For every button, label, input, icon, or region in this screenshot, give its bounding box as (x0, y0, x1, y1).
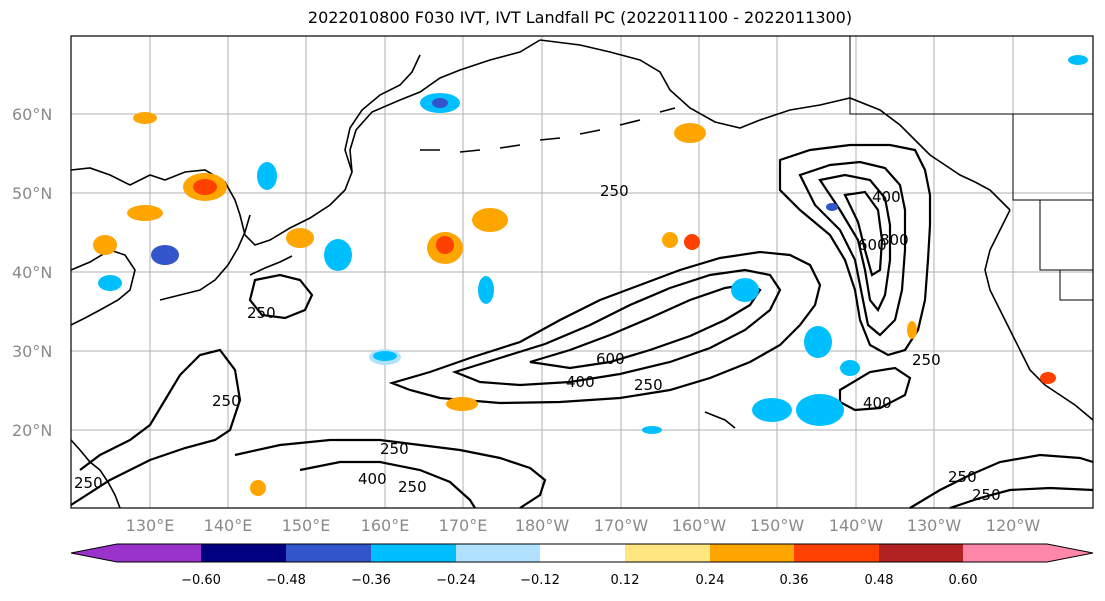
colorbar-segment (963, 544, 1093, 562)
lon-label: 130°W (907, 516, 962, 535)
lon-label: 160°W (672, 516, 727, 535)
lon-label: 170°E (439, 516, 488, 535)
lon-label: 170°W (594, 516, 649, 535)
colorbar-tick-label: −0.12 (520, 573, 560, 588)
lat-label-60n: 60°N (12, 105, 52, 124)
contour-label: 250 (247, 304, 276, 322)
colorbar-segment (456, 544, 540, 562)
borders (849, 36, 1093, 301)
lat-label-20n: 20°N (12, 421, 52, 440)
coastlines (70, 39, 1094, 509)
colorbar-outline (70, 543, 1094, 563)
contour-label: 400 (358, 470, 387, 488)
colorbar-tick-label: 0.60 (949, 573, 978, 588)
colorbar-tick-label: −0.36 (351, 573, 391, 588)
colorbar-tick-label: 0.24 (696, 573, 725, 588)
pc-shading (93, 55, 1088, 496)
lon-label: 150°E (282, 516, 331, 535)
contour-label: 400 (566, 373, 595, 391)
contour-label: 400 (863, 394, 892, 412)
lon-label: 130°E (126, 516, 175, 535)
colorbar-tick-label: −0.48 (266, 573, 306, 588)
lon-label: 140°E (204, 516, 253, 535)
contour-label: 250 (912, 351, 941, 369)
lon-label: 140°W (829, 516, 884, 535)
colorbar: −0.60 −0.48 −0.36 −0.24 −0.12 0.12 0.24 … (70, 543, 1094, 588)
map-frame (70, 35, 1094, 509)
contour-label: 600 (858, 236, 887, 254)
contour-label: 250 (74, 474, 103, 492)
colorbar-segment (794, 544, 879, 562)
colorbar-tick-label: 0.12 (611, 573, 640, 588)
colorbar-segment (201, 544, 286, 562)
colorbar-tick-label: 0.36 (780, 573, 809, 588)
lon-label: 150°W (750, 516, 805, 535)
contour-labels: 250 400 600 800 600 400 250 250 250 250 … (74, 182, 1001, 504)
colorbar-segment (71, 544, 201, 562)
contour-label: 250 (380, 440, 409, 458)
lat-label-40n: 40°N (12, 263, 52, 282)
ivt-contours (70, 143, 1094, 510)
colorbar-tick-label: 0.48 (865, 573, 894, 588)
colorbar-segment (625, 544, 710, 562)
colorbar-segment (710, 544, 794, 562)
colorbar-tick-label: −0.60 (181, 573, 221, 588)
lat-labels: 60°N 50°N 40°N 30°N 20°N (12, 105, 52, 440)
contour-label: 400 (872, 188, 901, 206)
lon-label: 180°W (515, 516, 570, 535)
lat-label-50n: 50°N (12, 184, 52, 203)
lon-labels: 130°E 140°E 150°E 160°E 170°E 180°W 170°… (126, 516, 1041, 535)
map-title: 2022010800 F030 IVT, IVT Landfall PC (20… (307, 8, 853, 27)
contour-label: 250 (634, 376, 663, 394)
lon-label: 120°W (986, 516, 1041, 535)
contour-label: 250 (212, 392, 241, 410)
contour-label: 250 (600, 182, 629, 200)
lat-label-30n: 30°N (12, 342, 52, 361)
colorbar-segment (371, 544, 456, 562)
contour-label: 250 (398, 478, 427, 496)
colorbar-tick-label: −0.24 (436, 573, 476, 588)
contour-label: 250 (972, 486, 1001, 504)
colorbar-segment (879, 544, 963, 562)
lon-label: 160°E (361, 516, 410, 535)
colorbar-segment (286, 544, 371, 562)
contour-label: 800 (880, 231, 909, 249)
contour-label: 600 (596, 350, 625, 368)
contour-label: 250 (948, 468, 977, 486)
colorbar-segment (540, 544, 625, 562)
